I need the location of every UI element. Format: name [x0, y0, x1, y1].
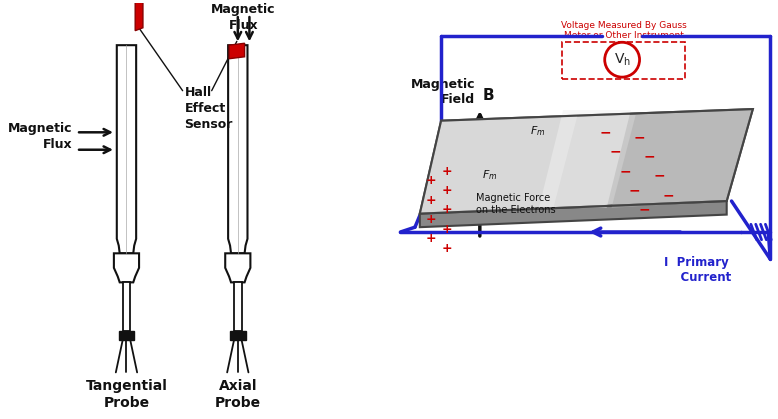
Text: I  Primary
    Current: I Primary Current: [664, 256, 731, 284]
Polygon shape: [114, 253, 139, 282]
Text: −: −: [639, 203, 650, 217]
Text: Magnetic Force
on the Electrons: Magnetic Force on the Electrons: [476, 193, 555, 215]
Text: Hall
Effect
Sensor: Hall Effect Sensor: [184, 85, 233, 131]
Text: +: +: [426, 194, 436, 207]
Polygon shape: [229, 43, 244, 59]
Text: +: +: [442, 242, 452, 255]
Text: +: +: [426, 174, 436, 187]
Text: Magnetic
Flux: Magnetic Flux: [212, 3, 276, 31]
Polygon shape: [612, 109, 753, 208]
Polygon shape: [420, 109, 753, 214]
Polygon shape: [123, 282, 131, 331]
Text: −: −: [629, 184, 640, 197]
Text: +: +: [426, 213, 436, 226]
Bar: [119, 331, 135, 341]
Text: +: +: [426, 232, 436, 245]
Text: $\mathsf{V_h}$: $\mathsf{V_h}$: [614, 52, 631, 68]
Text: $F_m$: $F_m$: [482, 168, 497, 182]
Text: Axial
Probe: Axial Probe: [215, 379, 261, 411]
Text: +: +: [442, 222, 452, 235]
Text: Voltage Measured By Gauss
Meter or Other Instrument: Voltage Measured By Gauss Meter or Other…: [561, 21, 686, 40]
Text: −: −: [653, 169, 664, 183]
Circle shape: [605, 42, 640, 77]
Text: −: −: [643, 150, 655, 163]
Bar: [562, 42, 685, 79]
Polygon shape: [420, 201, 727, 227]
Polygon shape: [228, 45, 247, 253]
Text: −: −: [663, 188, 675, 202]
Polygon shape: [539, 110, 631, 208]
Polygon shape: [420, 115, 577, 214]
Polygon shape: [225, 253, 251, 282]
Text: $F_m$: $F_m$: [530, 124, 545, 138]
Text: Tangential
Probe: Tangential Probe: [86, 379, 167, 411]
Text: Magnetic
Flux: Magnetic Flux: [8, 122, 72, 151]
Text: −: −: [634, 130, 646, 144]
Text: −: −: [619, 164, 631, 178]
Text: −: −: [600, 125, 612, 139]
Text: −: −: [609, 145, 621, 159]
Polygon shape: [117, 45, 136, 253]
Polygon shape: [135, 0, 143, 31]
Text: Magnetic
Field: Magnetic Field: [411, 78, 475, 106]
Text: +: +: [442, 203, 452, 216]
Text: +: +: [442, 165, 452, 178]
Text: +: +: [442, 184, 452, 197]
Bar: [230, 331, 246, 341]
Polygon shape: [234, 282, 242, 331]
Text: B: B: [482, 88, 494, 103]
